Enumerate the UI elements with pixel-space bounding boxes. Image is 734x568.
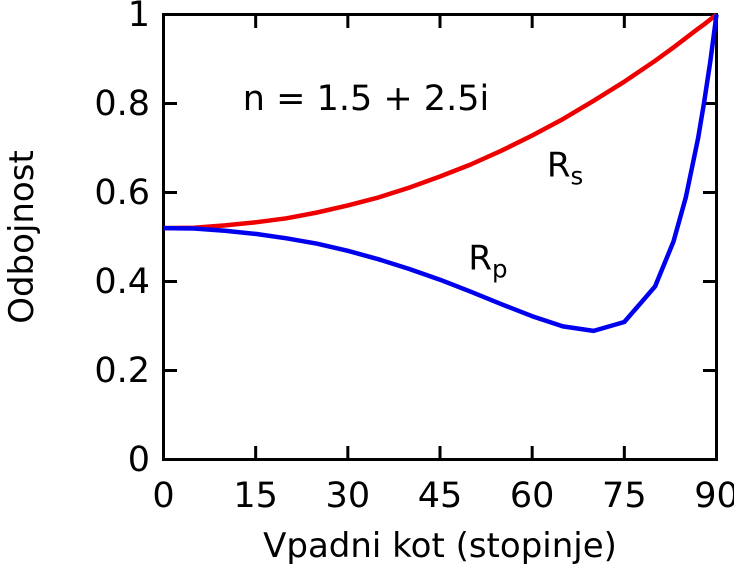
rs-curve-label-main: R [546, 145, 571, 186]
x-tick-label: 45 [417, 476, 463, 516]
x-tick-label: 30 [325, 476, 371, 516]
rp-curve [163, 14, 719, 334]
y-tick-label: 0 [127, 439, 150, 480]
y-tick-label: 0.4 [94, 261, 150, 302]
rs-curve-label: Rs [547, 146, 583, 191]
y-tick-label: 1 [127, 0, 150, 35]
x-tick-label: 90 [694, 476, 734, 516]
x-axis-title: Vpadni kot (stopinje) [263, 526, 617, 566]
y-tick-label: 0.6 [94, 172, 150, 213]
rs-curve-label-sub: s [570, 161, 584, 191]
rp-curve-label-sub: p [492, 254, 508, 284]
rp-curve-label: Rp [468, 239, 507, 284]
rp-curve-label-main: R [468, 238, 493, 279]
x-tick-label: 15 [233, 476, 278, 516]
y-tick-label: 0.8 [94, 83, 150, 124]
refractive-index-annotation: n = 1.5 + 2.5i [242, 79, 490, 119]
rs-curve [163, 12, 718, 231]
y-tick-label: 0.2 [94, 350, 150, 391]
x-tick-label: 60 [509, 476, 555, 516]
plot-border [162, 13, 718, 461]
x-tick-label: 0 [152, 476, 175, 516]
x-tick-label: 75 [602, 476, 647, 516]
